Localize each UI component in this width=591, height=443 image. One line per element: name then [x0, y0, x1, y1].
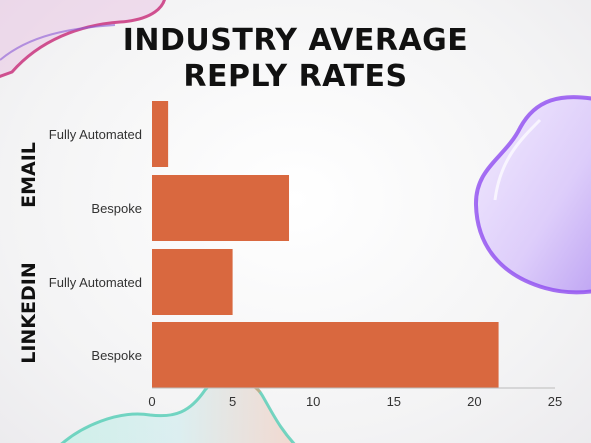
- category-label-1: Bespoke: [91, 201, 142, 216]
- category-label-0: Fully Automated: [49, 127, 142, 142]
- bar-0: [152, 101, 169, 167]
- x-tick-label-2: 10: [306, 394, 320, 409]
- bar-3: [152, 322, 499, 388]
- x-tick-label-4: 20: [467, 394, 481, 409]
- category-label-2: Fully Automated: [49, 275, 142, 290]
- group-label-linkedin: LINKEDIN: [18, 262, 40, 364]
- chart-title-line-2: REPLY RATES: [183, 59, 408, 94]
- group-label-email: EMAIL: [18, 142, 40, 208]
- x-tick-label-3: 15: [387, 394, 401, 409]
- bar-2: [152, 249, 233, 315]
- category-label-3: Bespoke: [91, 348, 142, 363]
- x-tick-label-1: 5: [229, 394, 236, 409]
- bar-1: [152, 175, 290, 241]
- x-tick-label-5: 25: [548, 394, 562, 409]
- chart-title-line-1: INDUSTRY AVERAGE: [122, 23, 469, 58]
- x-tick-label-0: 0: [148, 394, 155, 409]
